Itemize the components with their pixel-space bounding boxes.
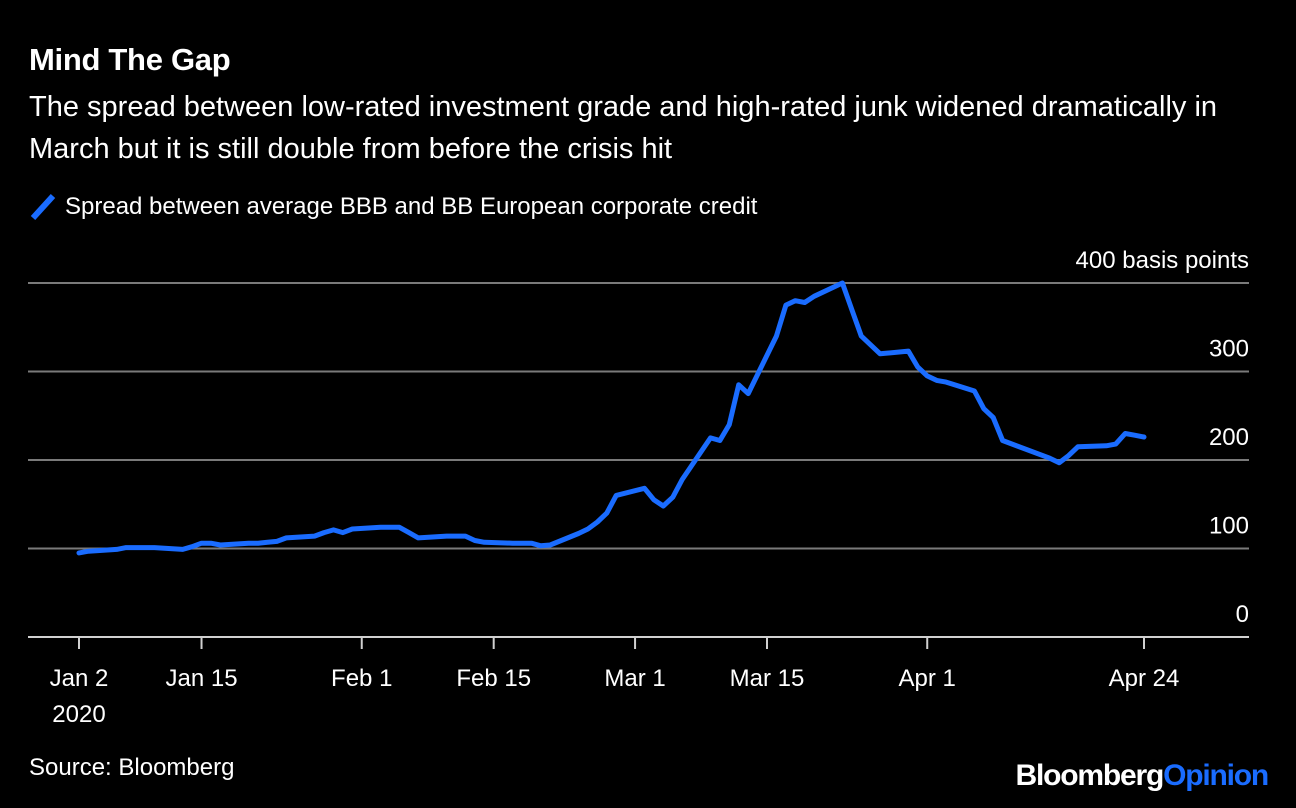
- y-tick-label-100: 100: [1209, 513, 1249, 540]
- x-tick-sublabel: 2020: [52, 701, 105, 728]
- x-tick-label: Feb 15: [456, 665, 531, 692]
- x-tick-label: Jan 2: [50, 665, 109, 692]
- gridlines: [28, 282, 1249, 638]
- x-tick-label: Apr 24: [1109, 665, 1180, 692]
- series-layer: [76, 280, 1147, 556]
- legend-swatch-icon: [30, 193, 56, 221]
- y-tick-label-300: 300: [1209, 336, 1249, 363]
- series-line-0: [76, 280, 1147, 556]
- logo-part-opinion: Opinion: [1163, 759, 1269, 792]
- source-note: Source: Bloomberg: [29, 754, 235, 781]
- y-tick-labels: 0 100 200 300 400 basis points: [1076, 247, 1249, 628]
- chart-title: Mind The Gap: [29, 42, 231, 77]
- x-tick-label: Feb 1: [331, 665, 392, 692]
- legend: Spread between average BBB and BB Europe…: [29, 192, 757, 222]
- x-axis: Jan 2 2020 Jan 15 Feb 1 Feb 15 Mar 1 Mar 15 Apr…: [50, 637, 1180, 728]
- logo-part-bloomberg: Bloomberg: [1015, 759, 1165, 792]
- chart-subtitle: The spread between low-rated investment …: [29, 91, 1218, 165]
- y-tick-label-400: 400 basis points: [1076, 247, 1249, 274]
- x-tick-label: Mar 1: [604, 665, 665, 692]
- y-tick-label-200: 200: [1209, 424, 1249, 451]
- x-tick-label: Mar 15: [730, 665, 805, 692]
- x-tick-label: Jan 15: [165, 665, 237, 692]
- x-tick-label: Apr 1: [899, 665, 956, 692]
- legend-label: Spread between average BBB and BB Europe…: [65, 193, 758, 220]
- bloomberg-opinion-logo: BloombergOpinion: [1015, 759, 1270, 793]
- y-tick-label-0: 0: [1236, 601, 1249, 628]
